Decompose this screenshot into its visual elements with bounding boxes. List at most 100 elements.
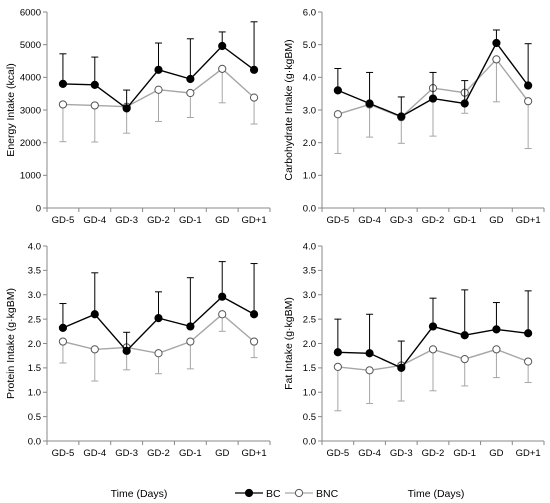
y-tick-label: 1.0 — [303, 388, 316, 399]
x-tick-label: GD — [489, 448, 503, 459]
data-point-bc — [492, 38, 501, 48]
data-point-bc — [154, 65, 163, 74]
x-tick-label: GD-4 — [358, 215, 381, 226]
data-point-bnc — [524, 97, 533, 106]
series-bnc — [58, 310, 259, 382]
y-tick-label: 0 — [36, 203, 41, 214]
data-point-bnc — [249, 93, 259, 102]
y-tick-label: 2.0 — [28, 339, 41, 350]
legend-item-bnc: BNC — [285, 488, 339, 500]
data-point-bc — [333, 86, 342, 95]
x-tick-label: GD-3 — [390, 215, 413, 226]
y-tick-label: 4000 — [20, 73, 41, 84]
series-bc — [58, 21, 259, 113]
data-point-bc — [249, 310, 259, 319]
y-tick-label: 5.0 — [303, 40, 316, 51]
x-tick-label: GD-1 — [179, 448, 202, 459]
x-tick-label: GD+1 — [242, 215, 267, 226]
x-tick-label: GD-1 — [453, 448, 476, 459]
legend: BC BNC — [235, 488, 339, 500]
data-point-bc — [90, 80, 99, 89]
data-point-bc — [428, 322, 438, 331]
y-tick-label: 0.0 — [28, 436, 41, 447]
x-tick-label: GD-5 — [327, 448, 350, 459]
data-point-bc — [397, 363, 406, 372]
x-tick-label: GD-3 — [390, 448, 413, 459]
series-bc — [333, 289, 533, 372]
data-point-bc — [365, 99, 374, 108]
legend-marker-bc — [244, 488, 254, 498]
data-point-bnc — [365, 366, 374, 375]
y-axis-title: Fat Intake (g·kgBM) — [283, 297, 295, 390]
x-tick-label: GD+1 — [242, 448, 267, 459]
data-point-bnc — [154, 349, 163, 358]
data-point-bc — [524, 81, 533, 90]
y-tick-label: 0.5 — [28, 412, 41, 423]
data-point-bc — [58, 323, 68, 332]
data-point-bnc — [58, 337, 68, 346]
y-tick-label: 4.0 — [303, 241, 316, 252]
x-tick-label: GD — [489, 215, 503, 226]
series-bnc — [58, 64, 259, 143]
data-point-bnc — [460, 355, 469, 364]
y-tick-label: 3.0 — [303, 290, 316, 301]
chart-panel-1: 0 1000 2000 3000 4000 5000 6000 GD-5 GD-4 GD-3 GD-… — [5, 7, 271, 226]
chart-panel-2: 0.0 1.0 2.0 3.0 4.0 5.0 6.0 GD-5 GD-4 GD-3 GD-2 GD-… — [283, 7, 545, 226]
data-point-bc — [186, 74, 195, 84]
x-tick-label: GD-5 — [327, 215, 350, 226]
y-tick-label: 3.0 — [303, 105, 316, 116]
data-point-bc — [58, 79, 68, 88]
x-tick-label: GD-2 — [147, 448, 170, 459]
y-tick-label: 3.5 — [28, 266, 41, 277]
y-tick-label: 1.5 — [303, 363, 316, 374]
x-axis-title-left: Time (Days) — [111, 488, 168, 500]
y-tick-label: 1.0 — [28, 388, 41, 399]
data-point-bnc — [428, 345, 438, 354]
y-tick-label: 1.0 — [303, 171, 316, 182]
data-point-bc — [524, 329, 533, 338]
y-tick-label: 5000 — [20, 40, 41, 51]
x-tick-label: GD-2 — [422, 448, 445, 459]
x-tick-label: GD-1 — [453, 215, 476, 226]
data-point-bc — [333, 348, 342, 357]
y-tick-label: 1000 — [20, 171, 41, 182]
data-point-bc — [397, 112, 406, 121]
data-point-bnc — [186, 337, 195, 346]
x-tick-label: GD-4 — [83, 215, 106, 226]
legend-marker-bnc — [294, 488, 304, 498]
data-point-bc — [154, 314, 163, 323]
y-tick-label: 0.0 — [303, 436, 316, 447]
chart-panel-3: 0.0 0.5 1.0 1.5 2.0 2.5 3.0 3.5 4.0 GD-5 GD-4 GD-3 G… — [5, 241, 271, 459]
y-tick-label: 6.0 — [303, 7, 316, 18]
y-axis-title: Protein Intake (g·kgBM) — [5, 288, 17, 399]
series-bc — [58, 261, 259, 355]
y-tick-label: 3.0 — [28, 290, 41, 301]
data-point-bc — [218, 292, 227, 301]
x-tick-label: GD-5 — [52, 448, 75, 459]
data-point-bc — [460, 331, 469, 340]
x-axis-title-right: Time (Days) — [408, 488, 465, 500]
data-point-bnc — [333, 362, 342, 371]
y-tick-label: 0.5 — [303, 412, 316, 423]
y-tick-label: 2.0 — [303, 339, 316, 350]
data-point-bc — [492, 325, 501, 334]
legend-label-bnc: BNC — [316, 488, 339, 500]
data-point-bc — [460, 99, 469, 108]
chart-panel-4: 0.0 0.5 1.0 1.5 2.0 2.5 3.0 3.5 4.0 GD-5 GD-4 GD-3 G… — [283, 241, 545, 459]
data-point-bnc — [492, 345, 501, 354]
y-axis-title: Energy Intake (kcal) — [5, 63, 17, 156]
x-tick-label: GD-2 — [422, 215, 445, 226]
x-tick-label: GD-5 — [52, 215, 75, 226]
data-point-bc — [186, 322, 195, 331]
y-tick-label: 2000 — [20, 138, 41, 149]
x-tick-label: GD-3 — [115, 448, 138, 459]
legend-item-bc: BC — [235, 488, 281, 500]
legend-label-bc: BC — [266, 488, 281, 500]
y-tick-label: 3.5 — [303, 266, 316, 277]
chart-panels: 0 1000 2000 3000 4000 5000 6000 GD-5 GD-4 GD-3 GD-… — [5, 7, 545, 459]
series-bnc — [333, 55, 533, 154]
data-point-bc — [122, 346, 131, 355]
x-tick-label: GD — [215, 448, 229, 459]
x-tick-label: GD — [215, 215, 229, 226]
